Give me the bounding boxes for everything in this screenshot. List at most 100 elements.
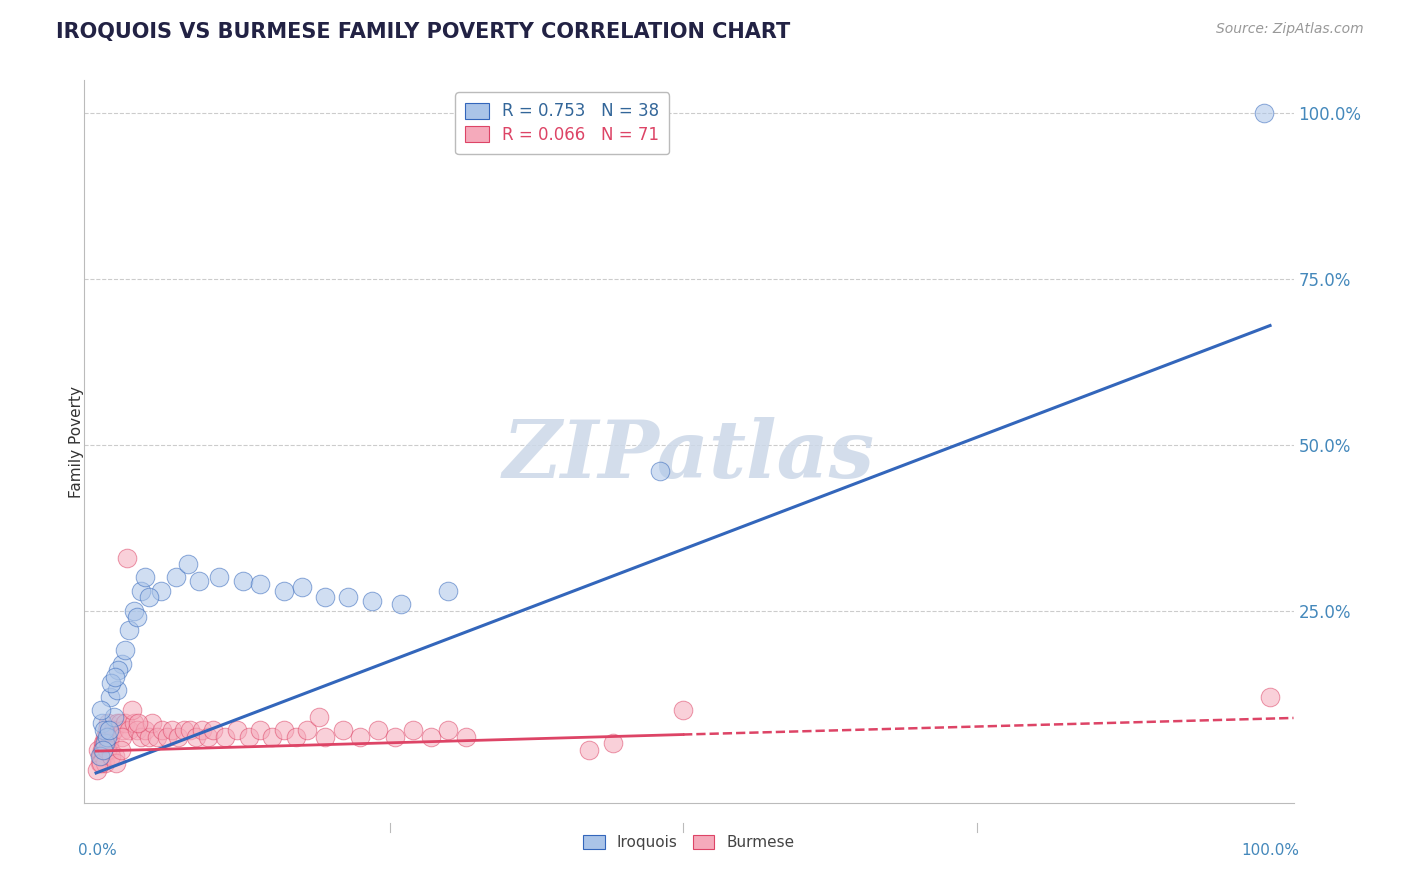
Point	[1258, 690, 1281, 704]
Point	[86, 763, 108, 777]
Point	[122, 603, 145, 617]
Point	[367, 723, 389, 737]
Point	[361, 593, 384, 607]
Point	[226, 723, 249, 737]
Text: 0.0%: 0.0%	[79, 843, 117, 857]
Point	[149, 583, 172, 598]
Point	[162, 723, 184, 737]
Point	[96, 730, 118, 744]
Point	[138, 730, 160, 744]
Point	[103, 723, 125, 737]
Point	[284, 730, 307, 744]
Point	[89, 756, 111, 770]
Text: 100.0%: 100.0%	[1241, 843, 1299, 857]
Point	[94, 736, 117, 750]
Text: Source: ZipAtlas.com: Source: ZipAtlas.com	[1216, 22, 1364, 37]
Point	[384, 730, 406, 744]
Text: ZIPatlas: ZIPatlas	[503, 417, 875, 495]
Point	[127, 723, 149, 737]
Point	[127, 716, 149, 731]
Point	[129, 730, 152, 744]
Point	[94, 756, 117, 770]
Point	[104, 749, 127, 764]
Point	[146, 730, 169, 744]
Point	[98, 730, 121, 744]
Point	[103, 709, 125, 723]
Point	[101, 723, 124, 737]
Point	[262, 730, 284, 744]
Point	[332, 723, 354, 737]
Point	[134, 570, 156, 584]
Point	[202, 723, 225, 737]
Point	[578, 743, 600, 757]
Point	[91, 716, 114, 731]
Point	[165, 570, 187, 584]
Point	[111, 730, 134, 744]
Point	[112, 723, 135, 737]
Legend: Iroquois, Burmese: Iroquois, Burmese	[576, 830, 801, 856]
Point	[214, 730, 236, 744]
Point	[648, 464, 671, 478]
Point	[90, 756, 112, 770]
Point	[105, 683, 128, 698]
Point	[208, 570, 231, 584]
Point	[138, 591, 160, 605]
Point	[290, 580, 312, 594]
Point	[402, 723, 425, 737]
Point	[173, 723, 195, 737]
Point	[114, 643, 136, 657]
Point	[238, 730, 260, 744]
Point	[127, 610, 149, 624]
Point	[437, 583, 460, 598]
Point	[188, 574, 211, 588]
Point	[91, 749, 114, 764]
Point	[184, 730, 207, 744]
Point	[98, 723, 121, 737]
Point	[115, 550, 138, 565]
Point	[155, 730, 177, 744]
Point	[437, 723, 460, 737]
Point	[87, 743, 110, 757]
Point	[98, 690, 121, 704]
Point	[249, 577, 271, 591]
Point	[141, 716, 163, 731]
Point	[105, 756, 128, 770]
Point	[389, 597, 412, 611]
Point	[134, 723, 156, 737]
Point	[100, 676, 122, 690]
Point	[419, 730, 441, 744]
Point	[90, 703, 112, 717]
Point	[93, 723, 115, 737]
Point	[176, 557, 198, 571]
Point	[94, 730, 117, 744]
Point	[93, 736, 115, 750]
Point	[314, 730, 336, 744]
Point	[98, 736, 121, 750]
Point	[89, 749, 111, 764]
Point	[197, 730, 219, 744]
Point	[249, 723, 271, 737]
Point	[91, 743, 114, 757]
Point	[150, 723, 173, 737]
Point	[314, 591, 336, 605]
Point	[232, 574, 254, 588]
Point	[454, 730, 477, 744]
Point	[90, 749, 112, 764]
Point	[111, 657, 134, 671]
Point	[118, 624, 141, 638]
Point	[602, 736, 624, 750]
Point	[100, 749, 122, 764]
Point	[97, 716, 120, 731]
Point	[107, 663, 129, 677]
Point	[273, 723, 295, 737]
Point	[105, 716, 128, 731]
Point	[179, 723, 201, 737]
Point	[118, 723, 141, 737]
Point	[190, 723, 212, 737]
Point	[91, 743, 114, 757]
Point	[110, 743, 132, 757]
Point	[121, 703, 143, 717]
Point	[1253, 106, 1275, 120]
Point	[122, 716, 145, 731]
Text: IROQUOIS VS BURMESE FAMILY POVERTY CORRELATION CHART: IROQUOIS VS BURMESE FAMILY POVERTY CORRE…	[56, 22, 790, 42]
